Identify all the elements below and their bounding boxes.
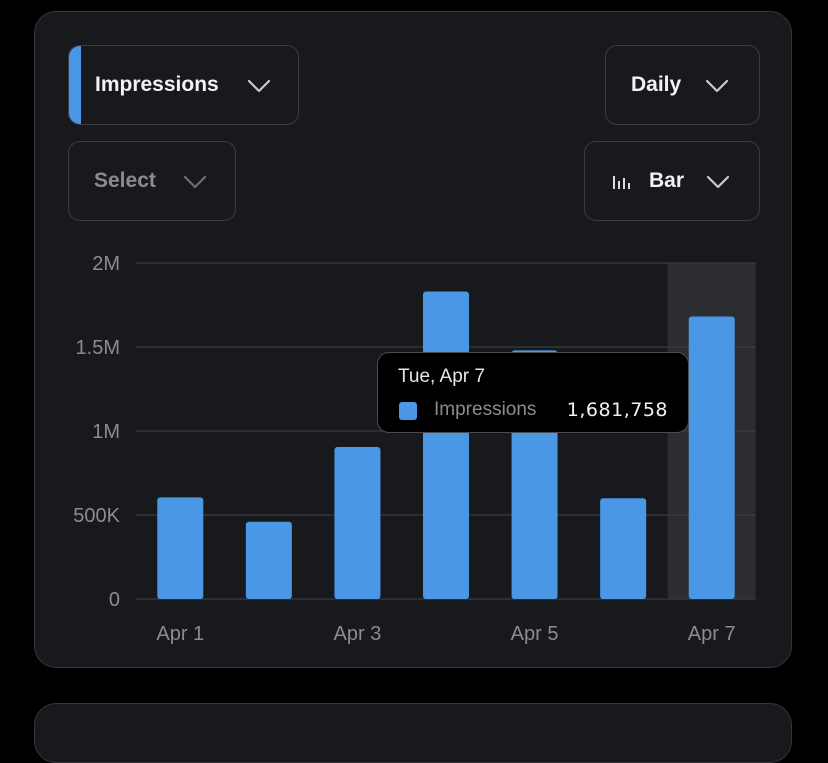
bar-chart-icon (613, 176, 630, 189)
bar[interactable] (600, 498, 647, 599)
tooltip-value: 1,681,758 (566, 399, 668, 421)
tooltip-series-name: Impressions (434, 399, 537, 420)
chevron-down-icon (706, 175, 730, 189)
compare-select-placeholder: Select (94, 169, 156, 192)
metric-dropdown[interactable]: Impressions (68, 45, 299, 125)
y-tick-label: 1.5M (76, 337, 120, 359)
chevron-down-icon (705, 79, 729, 93)
y-tick-label: 0 (109, 589, 120, 611)
y-tick-label: 500K (73, 505, 120, 527)
bar[interactable] (157, 497, 204, 599)
metric-dropdown-label: Impressions (95, 73, 219, 96)
metric-color-indicator (69, 46, 81, 124)
chart-type-label: Bar (649, 169, 685, 192)
chart-type-dropdown[interactable]: Bar (584, 141, 760, 221)
bar[interactable] (245, 521, 292, 599)
bar[interactable] (423, 291, 469, 599)
bar[interactable] (334, 446, 381, 599)
y-tick-label: 1M (92, 421, 120, 443)
x-tick-label: Apr 3 (334, 623, 382, 645)
compare-select-dropdown[interactable]: Select (68, 141, 236, 221)
chart-tooltip: Tue, Apr 7 Impressions 1,681,758 (377, 352, 689, 433)
x-tick-label: Apr 7 (688, 623, 736, 645)
y-tick-label: 2M (92, 253, 120, 275)
chevron-down-icon (247, 79, 271, 93)
tooltip-series-swatch (399, 402, 417, 420)
x-tick-label: Apr 1 (156, 623, 204, 645)
x-tick-label: Apr 5 (511, 623, 559, 645)
bar[interactable] (688, 316, 735, 599)
chevron-down-icon (183, 175, 207, 189)
tooltip-date: Tue, Apr 7 (398, 366, 485, 387)
interval-dropdown[interactable]: Daily (605, 45, 760, 125)
interval-dropdown-label: Daily (631, 73, 682, 96)
